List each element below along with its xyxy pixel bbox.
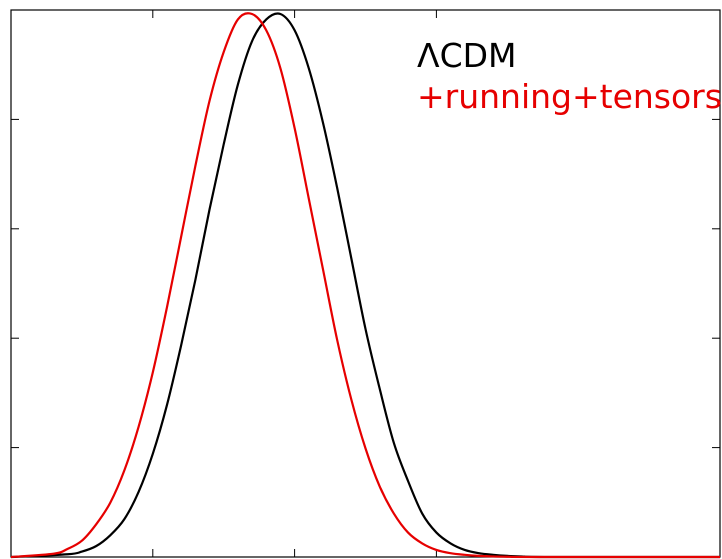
plot-frame	[10, 9, 721, 558]
legend-entry-running-tensors: +running+tensors	[417, 77, 722, 116]
legend-entry-lcdm: ΛCDM	[417, 36, 517, 75]
tick-marks	[11, 10, 720, 557]
series-lcdm-line	[10, 12, 721, 559]
series-running-tensors-line	[10, 12, 721, 559]
legend: ΛCDM +running+tensors	[417, 36, 722, 116]
series-lines	[10, 12, 721, 559]
